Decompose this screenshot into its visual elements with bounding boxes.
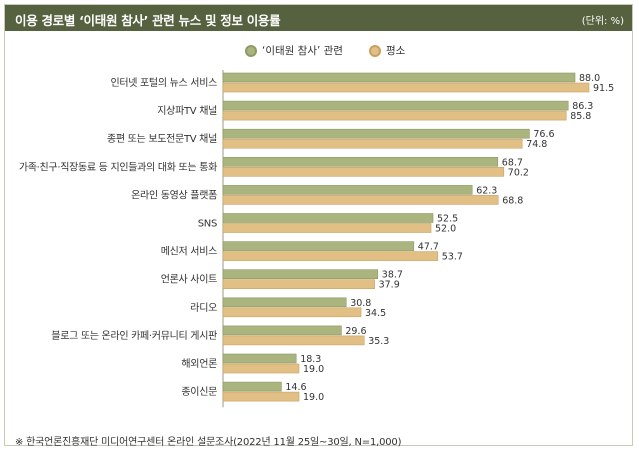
legend-swatch-series-2	[368, 44, 381, 57]
category-label: 인터넷 포털의 뉴스 서비스	[110, 77, 217, 89]
data-label-series-2: 74.8	[526, 139, 547, 150]
bar-series-1	[222, 72, 576, 83]
chart-frame: 이용 경로별 ‘이태원 참사’ 관련 뉴스 및 정보 이용률 (단위: %) ‘…	[4, 4, 633, 448]
category-label: 지상파TV 채널	[157, 105, 217, 117]
bar-series-1	[222, 157, 499, 167]
category-label: 종편 또는 보도전문TV 채널	[107, 133, 217, 145]
data-label-series-2: 53.7	[442, 252, 463, 263]
bar-chart: 인터넷 포털의 뉴스 서비스 88.091.5 지상파TV 채널 86.385.8 종편…	[19, 70, 614, 408]
data-label-series-2: 35.3	[368, 336, 389, 347]
data-label-series-1: 38.7	[382, 270, 403, 281]
data-label-series-1: 47.7	[418, 242, 439, 253]
data-label-series-1: 76.6	[533, 129, 554, 140]
bar-series-2	[222, 279, 375, 290]
data-label-series-1: 30.8	[350, 298, 371, 309]
bar-series-1	[222, 128, 530, 139]
bar-series-1	[222, 297, 347, 308]
legend-swatch-series-1	[245, 44, 257, 57]
bar-series-2	[222, 82, 590, 93]
data-label-series-1: 18.3	[300, 354, 321, 365]
legend-item-series-2: 평소	[368, 43, 406, 58]
data-label-series-2: 85.8	[570, 111, 591, 122]
category-label: 블로그 또는 온라인 카페·커뮤니티 게시판	[51, 330, 217, 342]
bar-series-2	[222, 391, 300, 402]
data-label-series-2: 52.0	[435, 224, 456, 235]
chart-title: 이용 경로별 ‘이태원 참사’ 관련 뉴스 및 정보 이용률	[15, 13, 281, 28]
legend: ‘이태원 참사’ 관련 평소	[245, 43, 405, 58]
bar-series-1	[222, 185, 473, 195]
bar-series-1	[222, 100, 569, 111]
data-label-series-1: 88.0	[579, 73, 600, 84]
bar-series-2	[222, 363, 300, 374]
category-label: 라디오	[190, 302, 217, 314]
data-label-series-1: 62.3	[476, 185, 497, 196]
bar-series-1	[222, 241, 415, 251]
bar-series-1	[222, 269, 379, 280]
data-label-series-2: 19.0	[303, 392, 324, 403]
bar-series-1	[222, 325, 342, 336]
category-label: 언론사 사이트	[161, 274, 217, 286]
data-label-series-1: 14.6	[285, 382, 306, 393]
data-label-series-2: 68.8	[502, 195, 523, 206]
data-label-series-2: 91.5	[593, 83, 614, 94]
category-label: 온라인 동영상 플랫폼	[131, 189, 217, 201]
bar-series-2	[222, 307, 362, 318]
data-label-series-2: 70.2	[508, 167, 529, 178]
bar-series-2	[222, 110, 567, 121]
bar-series-2	[222, 138, 523, 149]
category-label: 종이신문	[181, 386, 217, 398]
source-note: ※ 한국언론진흥재단 미디어연구센터 온라인 설문조사(2022년 11월 25…	[15, 437, 402, 448]
data-label-series-1: 68.7	[502, 157, 523, 168]
category-label: 해외언론	[181, 357, 217, 370]
bar-series-2	[222, 223, 432, 233]
data-label-series-1: 29.6	[345, 326, 366, 337]
bar-series-1	[222, 213, 434, 223]
data-label-series-2: 37.9	[379, 280, 400, 291]
data-label-series-1: 86.3	[572, 101, 593, 112]
category-label: 메신저 서비스	[161, 246, 217, 258]
category-label: 가족·친구·직장동료 등 지인들과의 대화 또는 통화	[19, 161, 217, 173]
bar-series-2	[222, 167, 505, 177]
data-label-series-2: 19.0	[303, 364, 324, 375]
category-label: SNS	[198, 219, 217, 230]
header-bar: 이용 경로별 ‘이태원 참사’ 관련 뉴스 및 정보 이용률 (단위: %)	[5, 5, 632, 31]
bar-series-2	[222, 335, 365, 346]
data-label-series-2: 34.5	[365, 308, 386, 319]
legend-label-series-1: ‘이태원 참사’ 관련	[262, 45, 343, 57]
legend-item-series-1: ‘이태원 참사’ 관련	[245, 43, 343, 58]
bar-series-2	[222, 195, 499, 205]
unit-label: (단위: %)	[581, 16, 624, 27]
bar-series-1	[222, 353, 297, 364]
bar-series-1	[222, 381, 282, 392]
legend-label-series-2: 평소	[385, 45, 406, 57]
data-label-series-1: 52.5	[437, 214, 458, 225]
bar-series-2	[222, 251, 439, 261]
